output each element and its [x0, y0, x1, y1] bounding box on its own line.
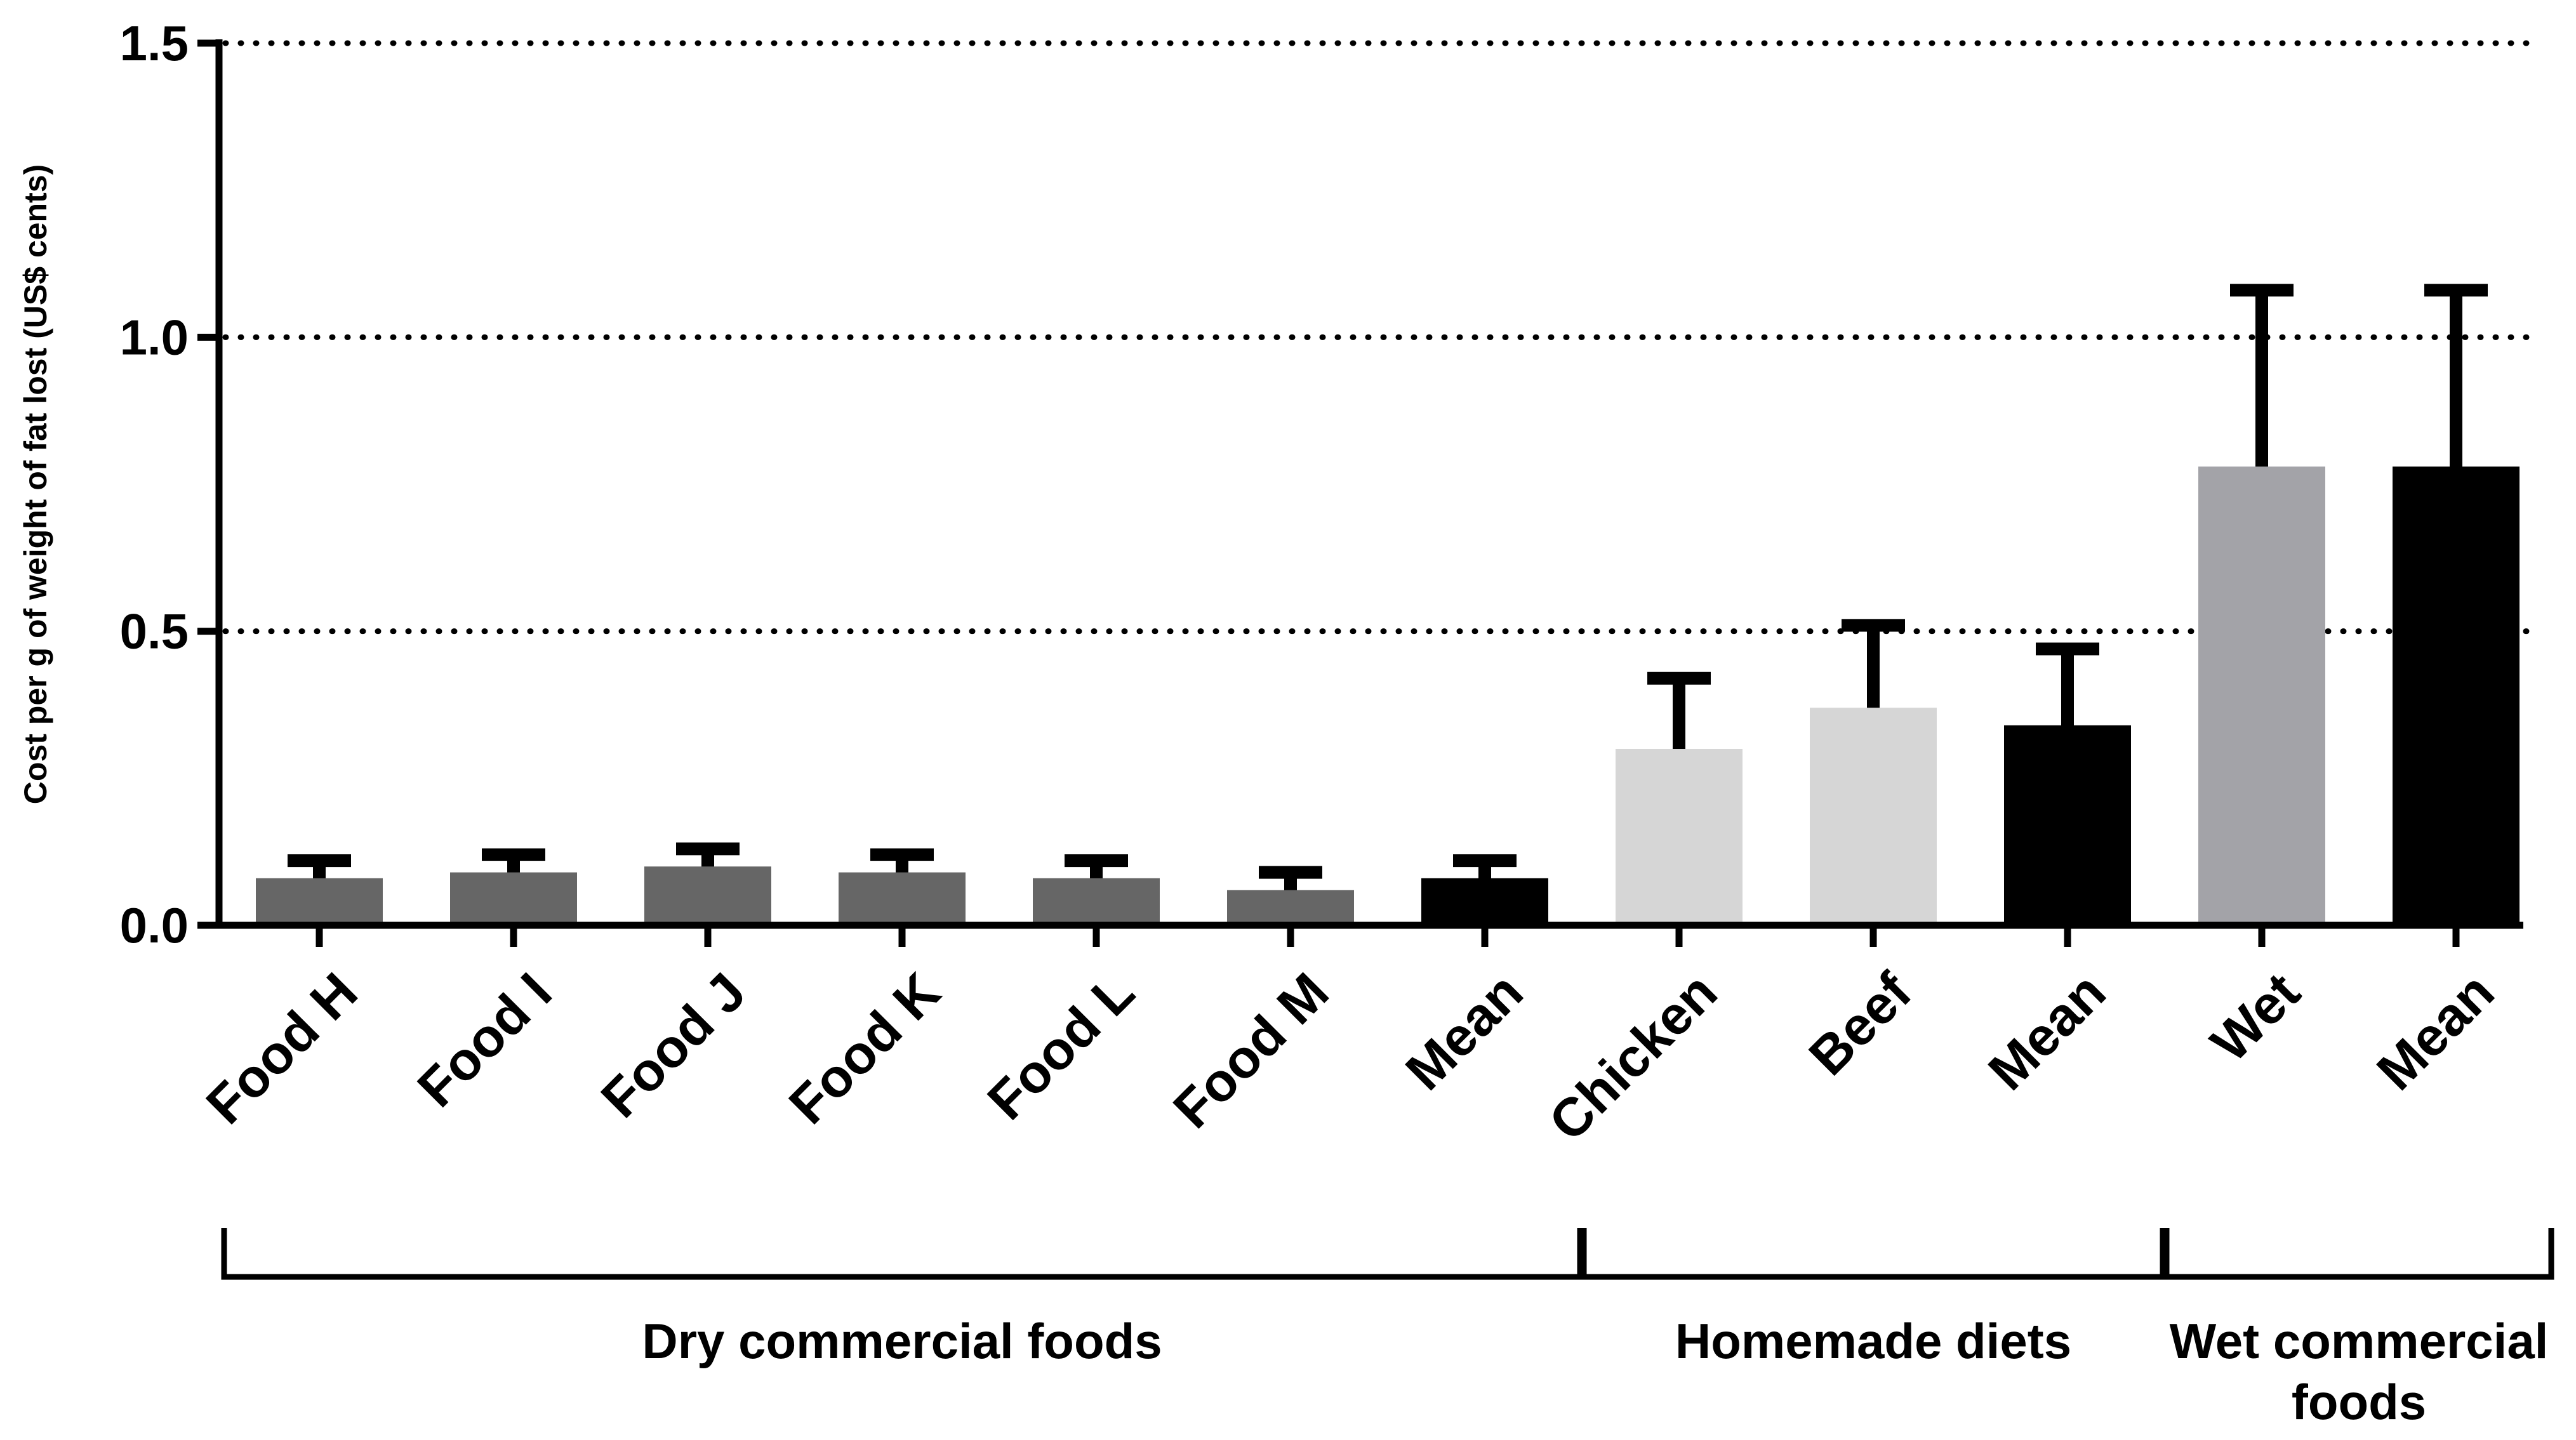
x-tick-label: Chicken: [1537, 961, 1729, 1153]
bar: [644, 866, 771, 925]
x-tick-label: Food M: [1162, 961, 1341, 1140]
x-tick-label: Food K: [778, 961, 952, 1135]
bar: [1616, 749, 1743, 925]
bar: [2198, 466, 2325, 925]
group-label: Dry commercial foods: [642, 1313, 1162, 1369]
bar: [1421, 878, 1548, 925]
y-tick-label: 0.0: [120, 897, 189, 953]
group-brackets: Dry commercial foods Homemade diets Wet co…: [221, 1228, 2554, 1430]
bars: [256, 284, 2520, 925]
bar: [2393, 466, 2520, 925]
bar: [256, 878, 383, 925]
group-label: Wet commercial foods: [2170, 1313, 2549, 1430]
y-tick-label: 1.5: [120, 15, 189, 71]
bar: [1810, 708, 1937, 925]
x-tick-label: Mean: [1977, 961, 2118, 1102]
x-tick-label: Mean: [2366, 961, 2506, 1102]
group-label-line: Wet commercial: [2170, 1313, 2549, 1369]
x-tick-label: Food H: [195, 961, 369, 1135]
group-label-line: Dry commercial foods: [642, 1313, 1162, 1369]
group-bracket: [2163, 1228, 2554, 1280]
grid-lines: [222, 40, 2539, 635]
x-tick-label: Beef: [1798, 961, 1923, 1087]
axes: [197, 39, 2523, 947]
bar: [1227, 890, 1354, 925]
y-tick-label: 0.5: [120, 604, 189, 659]
bar: [450, 872, 577, 925]
group-label: Homemade diets: [1675, 1313, 2071, 1369]
x-tick-label: Food I: [406, 961, 563, 1118]
x-tick-label: Food L: [976, 961, 1146, 1131]
y-tick-label: 1.0: [120, 309, 189, 365]
x-tick-label: Wet: [2200, 961, 2311, 1073]
group-bracket: [1581, 1228, 2166, 1280]
group-label-line: Homemade diets: [1675, 1313, 2071, 1369]
bar: [2004, 725, 2131, 925]
group-label-line: foods: [2292, 1374, 2426, 1430]
group-bracket: [221, 1228, 1583, 1280]
y-axis-title: Cost per g of weight of fat lost (US$ ce…: [18, 164, 53, 804]
x-tick-label: Food J: [590, 961, 757, 1129]
bar: [1033, 878, 1160, 925]
bar: [839, 872, 966, 925]
x-tick-label: Mean: [1395, 961, 1535, 1102]
